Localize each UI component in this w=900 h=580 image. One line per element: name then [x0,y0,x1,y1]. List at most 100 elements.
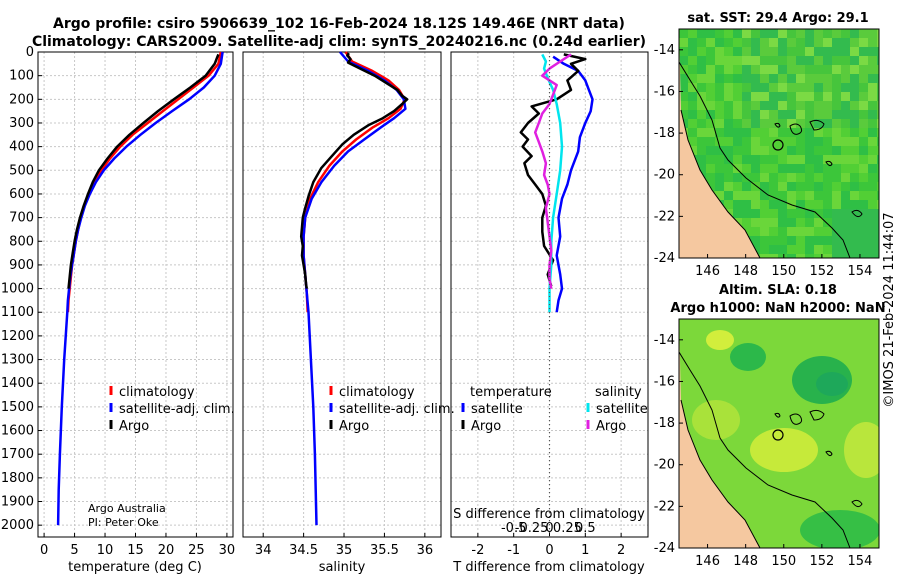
difference-series [519,52,594,537]
sst-cell [832,74,841,83]
sst-cell [796,245,805,254]
sst-cell [841,200,850,209]
sst-cell [850,164,859,173]
sst-cell [823,146,832,155]
sst-cell [823,65,832,74]
map-y-label: -16 [654,374,675,389]
difference-xlabel: T difference from climatology [452,560,645,575]
sst-cell [796,209,805,218]
sst-cell [814,38,823,47]
sst-cell [733,47,742,56]
sst-cell [796,200,805,209]
sst-cell [751,218,760,227]
y-tick-label: 800 [9,234,34,249]
sst-cell [787,173,796,182]
sst-cell [796,110,805,119]
sst-cell [679,74,688,83]
sst-cell [823,245,832,254]
salinity-difference-axis: -0.5-0.250 0.250.5 [501,521,596,536]
sst-cell [796,227,805,236]
sst-cell [760,110,769,119]
sst-map-panel: sat. SST: 29.4 Argo: 29.1 146 148 150 152 15… [654,11,880,279]
sst-cell [832,101,841,110]
sst-cell [859,92,868,101]
sst-cell [778,83,787,92]
sst-cell [814,83,823,92]
top-tick-label: -0.5 [501,521,526,536]
sla-high-4 [706,330,734,350]
x-tick-label: 36 [417,543,434,558]
sst-cell [832,218,841,227]
sst-cell [850,110,859,119]
sst-land [679,29,760,258]
sst-cell [841,29,850,38]
sst-cell [733,128,742,137]
sst-cell [877,227,879,236]
sst-cell [769,47,778,56]
sst-cell [778,38,787,47]
sst-cell [805,236,814,245]
sst-cell [697,83,706,92]
sst-cell [742,56,751,65]
sst-cell [841,101,850,110]
sst-cell [832,155,841,164]
map-y-label: -22 [654,499,675,514]
sst-cell [706,119,715,128]
sst-cell [706,128,715,137]
sst-cell [697,137,706,146]
sst-cell [850,47,859,56]
sst-cell [715,182,724,191]
depth-axis: 0 100 200 300 400 500 600 700 800 900 1000 1100 1200… [1,45,42,533]
sst-cell [706,38,715,47]
sst-cell [733,56,742,65]
sst-cell [778,137,787,146]
sst-cell [742,47,751,56]
sst-cell [868,74,877,83]
sst-cell [724,83,733,92]
sst-cell [778,101,787,110]
sst-cell [679,101,688,110]
sst-cell [760,155,769,164]
sla-map-axes: 146 148 150 152 154 -14 -16 -18 -20 -22 -24 [654,333,873,569]
difference-legend: temperature salinity satellite Argo satellit… [461,385,648,434]
sst-cell [769,119,778,128]
sst-cell [814,236,823,245]
sst-cell [823,227,832,236]
sst-cell [832,128,841,137]
sst-cell [742,92,751,101]
sst-cell [760,47,769,56]
sst-cell [769,92,778,101]
sst-cell [841,155,850,164]
sst-cell [859,146,868,155]
sst-cell [751,137,760,146]
sst-cell [805,119,814,128]
legend-label: satellite [471,402,523,417]
sst-cell [805,245,814,254]
sst-cell [706,137,715,146]
sst-cell [697,146,706,155]
sst-cell [688,92,697,101]
sla-coastline [680,399,761,548]
sst-cell [724,119,733,128]
temperature-axis: 0 5 10 15 20 25 30 [40,533,235,558]
x-tick-label: 25 [188,543,205,558]
sst-cell [868,236,877,245]
sst-cell [760,236,769,245]
sst-cell [823,155,832,164]
sst-cell [733,191,742,200]
sst-cell [715,155,724,164]
sst-cell [724,155,733,164]
sst-cell [823,101,832,110]
sst-cell [688,101,697,110]
sst-cell [877,74,879,83]
sst-cell [715,173,724,182]
y-tick-label: 400 [9,140,34,155]
sst-cell [706,74,715,83]
sst-cell [742,128,751,137]
sst-cell [706,173,715,182]
sst-cell [706,110,715,119]
sst-cell [796,218,805,227]
temperature-xlabel: temperature (deg C) [68,560,202,575]
sst-cell [850,218,859,227]
sst-cell [859,128,868,137]
